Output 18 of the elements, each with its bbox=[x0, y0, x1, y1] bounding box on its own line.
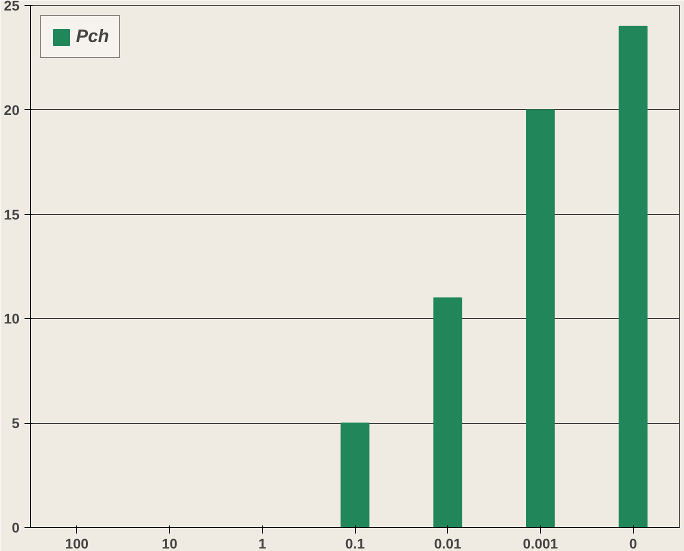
y-tick-label: 15 bbox=[4, 206, 20, 222]
legend-label: Pch bbox=[76, 26, 110, 47]
y-tick-label: 20 bbox=[4, 102, 20, 118]
x-tick-label: 0.01 bbox=[434, 536, 462, 551]
x-tick-label: 10 bbox=[162, 536, 178, 551]
bar bbox=[526, 109, 555, 528]
y-tick-label: 0 bbox=[12, 520, 20, 536]
y-tick-label: 10 bbox=[4, 310, 20, 327]
x-tick-label: 1 bbox=[258, 536, 266, 551]
y-tick-label: 5 bbox=[12, 415, 20, 432]
y-tick-label: 25 bbox=[4, 0, 20, 14]
x-tick-label: 0 bbox=[629, 536, 638, 551]
x-tick-label: 0.1 bbox=[345, 536, 365, 551]
x-tick-label: 100 bbox=[65, 536, 89, 551]
bar bbox=[618, 26, 648, 528]
bar bbox=[433, 297, 462, 528]
bar bbox=[340, 422, 370, 528]
x-tick-label: 0.001 bbox=[522, 536, 558, 551]
